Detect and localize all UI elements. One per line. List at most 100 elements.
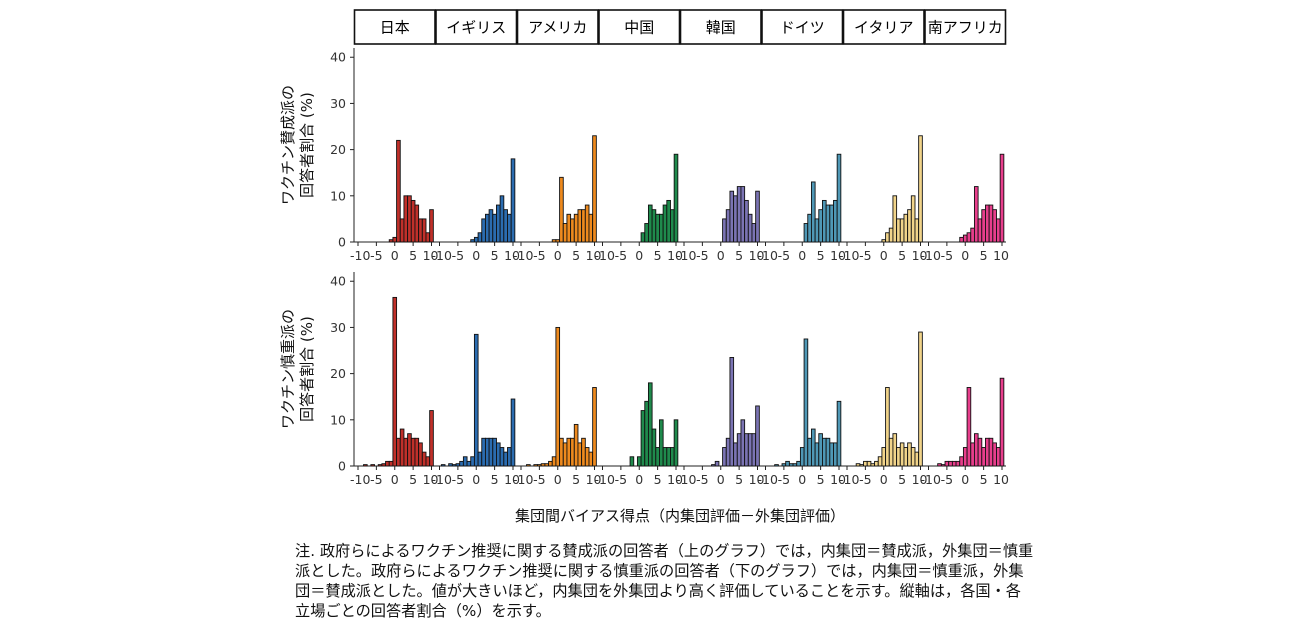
histogram-bar: [729, 190, 735, 243]
histogram-bar: [499, 447, 505, 467]
x-tick-label: -5: [452, 472, 464, 487]
histogram-bar: [659, 213, 664, 243]
histogram-bar: [510, 398, 516, 467]
histogram-bar: [670, 209, 675, 243]
histogram-bar: [510, 158, 516, 243]
histogram-bar: [992, 209, 997, 243]
histogram-bar: [829, 442, 834, 467]
x-tick-label: -5: [941, 248, 953, 263]
x-tick-label: -5: [778, 248, 790, 263]
histogram-bar: [592, 387, 597, 467]
y-tick-label: 0: [338, 459, 346, 474]
facet-label: アメリカ: [528, 19, 587, 37]
histogram-bar: [814, 442, 820, 467]
histogram-bar: [473, 333, 479, 467]
histogram-bar: [470, 239, 475, 243]
histogram-bar: [644, 223, 649, 243]
histogram-bar: [388, 239, 394, 243]
x-tick-label: -5: [615, 248, 627, 263]
histogram-bar: [548, 460, 553, 467]
y-axis-title: 回答者割合 (%): [298, 92, 316, 198]
histogram-bar: [888, 227, 894, 243]
histogram-bar: [421, 218, 427, 243]
histogram-bar: [425, 232, 431, 243]
histogram-bar: [488, 209, 494, 243]
histogram-bar: [470, 456, 475, 467]
histogram-bar: [711, 464, 716, 467]
histogram-bar: [566, 213, 572, 243]
histogram-bar: [363, 464, 368, 467]
x-tick-label: -10: [839, 248, 859, 263]
x-axis-title: 集団間バイアス得点（内集団評価－外集団評価）: [515, 507, 845, 525]
histogram-bar: [818, 433, 823, 467]
histogram-bar: [418, 442, 423, 467]
y-tick-label: 0: [338, 235, 346, 250]
histogram-bar: [751, 223, 757, 243]
histogram-bar: [492, 213, 497, 243]
facet-label: 南アフリカ: [928, 19, 1003, 37]
histogram-bar: [429, 209, 434, 243]
histogram-bar: [651, 428, 657, 467]
histogram-bar: [755, 405, 760, 467]
histogram-bar: [855, 463, 861, 467]
y-tick-label: 10: [330, 412, 346, 427]
histogram-bar: [733, 442, 738, 467]
x-tick-label: -5: [696, 248, 708, 263]
histogram-bar: [503, 209, 508, 243]
histogram-bar: [833, 199, 838, 243]
x-tick-label: 5: [817, 248, 825, 263]
histogram-bar: [666, 447, 671, 467]
histogram-bar: [959, 456, 964, 467]
x-tick-label: 5: [817, 472, 825, 487]
histogram-bar: [414, 204, 420, 243]
x-tick-label: 5: [409, 248, 417, 263]
histogram-bar: [533, 464, 538, 467]
x-tick-label: 10: [993, 472, 1009, 487]
histogram-bar: [863, 460, 868, 467]
x-tick-label: 5: [572, 248, 580, 263]
histogram-bar: [874, 460, 879, 467]
histogram-bar: [466, 460, 472, 467]
histogram-bar: [473, 236, 479, 243]
x-tick-label: 0: [880, 472, 888, 487]
histogram-bar: [799, 447, 805, 467]
histogram-bar: [477, 451, 483, 467]
histogram-bar: [673, 419, 679, 467]
histogram-bar: [825, 204, 831, 243]
x-tick-label: 0: [472, 472, 480, 487]
histogram-bar: [744, 433, 749, 467]
y-axis-title: ワクチン慎重派の: [279, 309, 297, 429]
histogram-bar: [999, 153, 1005, 243]
histogram-bar: [973, 186, 979, 243]
histogram-bar: [792, 463, 798, 467]
histogram-bar: [392, 296, 398, 467]
histogram-bar: [566, 437, 572, 467]
y-tick-label: 40: [330, 50, 346, 65]
histogram-bar: [822, 437, 827, 467]
histogram-bar: [881, 239, 887, 243]
histogram-bar: [385, 460, 390, 467]
histogram-bar: [499, 195, 505, 243]
x-tick-label: 10: [423, 248, 439, 263]
histogram-bar: [907, 209, 912, 243]
histogram-bar: [951, 460, 957, 467]
x-tick-label: 10: [586, 472, 602, 487]
histogram-bar: [940, 464, 946, 467]
x-tick-label: -5: [696, 472, 708, 487]
histogram-bar: [544, 463, 550, 467]
x-tick-label: 10: [423, 472, 439, 487]
histogram-bar: [722, 447, 727, 467]
histogram-bar: [551, 239, 557, 243]
histogram-bar: [477, 232, 483, 243]
x-tick-label: -10: [676, 472, 696, 487]
histogram-bar: [836, 153, 842, 243]
histogram-bar: [899, 442, 905, 467]
histogram-bar: [996, 218, 1001, 243]
x-tick-label: 0: [472, 248, 480, 263]
x-tick-label: -10: [839, 472, 859, 487]
histogram-bar: [822, 199, 827, 243]
histogram-bar: [836, 400, 842, 467]
x-tick-label: 5: [898, 248, 906, 263]
histogram-bar: [892, 195, 898, 243]
histogram-bar: [407, 433, 412, 467]
